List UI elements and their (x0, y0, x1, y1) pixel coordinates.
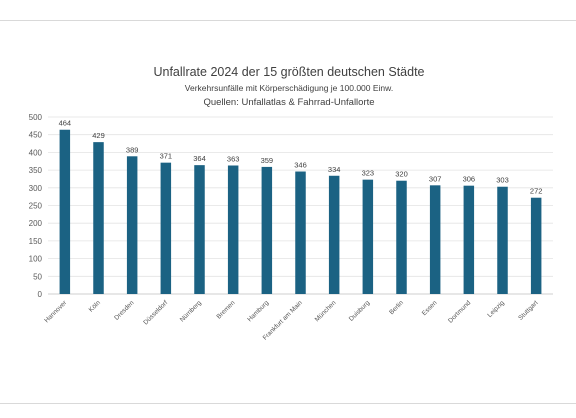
data-label: 464 (59, 119, 72, 128)
data-label: 429 (92, 131, 105, 140)
bar (295, 171, 306, 294)
x-tick-label: Hannover (43, 299, 68, 324)
chart-title: Unfallrate 2024 der 15 größten deutschen… (153, 65, 424, 79)
data-label: 307 (429, 174, 442, 183)
bar (530, 197, 542, 294)
x-tick-label: Nürnberg (179, 299, 203, 323)
data-labels: 464 429 389 371 364 363 359 346 334 323 320 307 306 3… (59, 119, 543, 196)
y-tick-label: 350 (29, 166, 43, 175)
y-tick-label: 500 (29, 113, 43, 122)
data-label: 371 (160, 152, 173, 161)
x-tick-label: Dortmund (447, 299, 472, 324)
bar (227, 165, 239, 294)
bar (463, 185, 475, 294)
x-tick-label: Bremen (216, 299, 237, 320)
bar (93, 142, 104, 294)
chart-frame (0, 20, 576, 404)
bars (59, 129, 542, 294)
bar (429, 185, 441, 294)
x-tick-label: Dresden (113, 299, 136, 322)
bar (194, 165, 205, 294)
y-tick-label: 100 (29, 255, 43, 264)
y-tick-label: 0 (38, 290, 43, 299)
data-label: 306 (463, 175, 476, 184)
x-tick-label: Köln (88, 299, 102, 313)
chart-subtitle: Verkehrsunfälle mit Körperschädigung je … (185, 83, 393, 93)
bar (328, 175, 340, 294)
y-tick-label: 300 (29, 184, 43, 193)
y-tick-label: 50 (33, 272, 42, 281)
y-tick-label: 450 (29, 131, 43, 140)
x-tick-label: Hamburg (246, 299, 270, 323)
y-tick-label: 200 (29, 219, 43, 228)
bar (396, 180, 407, 294)
data-label: 363 (227, 154, 240, 163)
x-tick-label: Düsseldorf (142, 299, 169, 326)
y-axis: 0 50 100 150 200 250 300 350 400 450 500 (29, 113, 43, 299)
y-tick-label: 150 (29, 237, 43, 246)
x-tick-label: Berlin (388, 299, 405, 316)
bar (59, 129, 71, 294)
bar (261, 166, 273, 294)
data-label: 334 (328, 165, 341, 174)
data-label: 272 (530, 187, 543, 196)
data-label: 346 (294, 161, 307, 170)
y-tick-label: 250 (29, 202, 43, 211)
bar (126, 156, 138, 294)
x-tick-label: München (314, 299, 338, 323)
data-label: 359 (261, 156, 274, 165)
x-axis: Hannover Köln Dresden Düsseldorf Nürnberg Bre… (43, 299, 539, 342)
bar (362, 179, 374, 294)
bar (160, 162, 172, 294)
data-label: 320 (395, 170, 408, 179)
x-tick-label: Stuttgart (517, 299, 539, 321)
chart-source: Quellen: Unfallatlas & Fahrrad-Unfallort… (203, 97, 374, 108)
bar (497, 186, 508, 294)
x-tick-label: Duisburg (348, 299, 372, 323)
data-label: 364 (193, 154, 206, 163)
data-label: 303 (496, 176, 509, 185)
data-label: 389 (126, 145, 139, 154)
x-tick-label: Essen (421, 299, 439, 317)
data-label: 323 (362, 169, 375, 178)
x-tick-label: Leipzig (486, 299, 506, 319)
y-tick-label: 400 (29, 148, 43, 157)
